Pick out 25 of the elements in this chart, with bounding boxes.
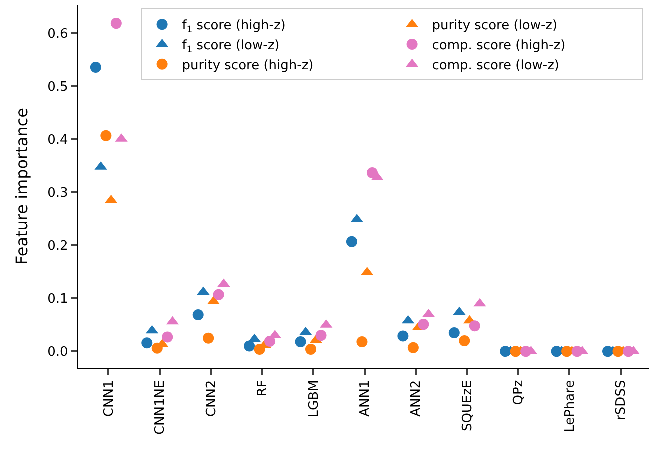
legend-label: f$_{1}$ score (high-z) [182, 18, 286, 36]
x-tick-label: LePhare [562, 380, 578, 432]
x-tick-label: CNN2 [204, 380, 220, 418]
legend-label: purity score (high-z) [182, 58, 314, 74]
y-tick-label: 0.0 [48, 345, 68, 360]
legend-label: comp. score (low-z) [432, 58, 560, 74]
x-tick-label: QPz [512, 380, 527, 406]
legend-label: comp. score (high-z) [432, 38, 566, 54]
x-tick-label: ANN2 [409, 380, 424, 417]
legend-label: purity score (low-z) [432, 18, 558, 34]
legend-label: f$_{1}$ score (low-z) [182, 38, 280, 56]
y-tick-label: 0.4 [48, 133, 68, 148]
x-tick-label: ANN1 [358, 380, 374, 417]
y-tick-label: 0.6 [48, 27, 68, 42]
y-tick-label: 0.1 [48, 292, 68, 308]
y-axis-title: Feature importance [12, 108, 32, 265]
y-tick-label: 0.5 [48, 80, 68, 96]
y-tick-label: 0.3 [48, 186, 68, 202]
x-tick-label: CNN1NE [153, 380, 168, 436]
y-tick-label: 0.2 [48, 239, 68, 254]
x-tick-label: LGBM [306, 380, 322, 418]
x-tick-label: SQUEzE [460, 380, 476, 432]
x-tick-label: rSDSS [614, 380, 630, 420]
x-tick-label: CNN1 [102, 380, 117, 418]
x-tick-label: RF [256, 380, 271, 397]
